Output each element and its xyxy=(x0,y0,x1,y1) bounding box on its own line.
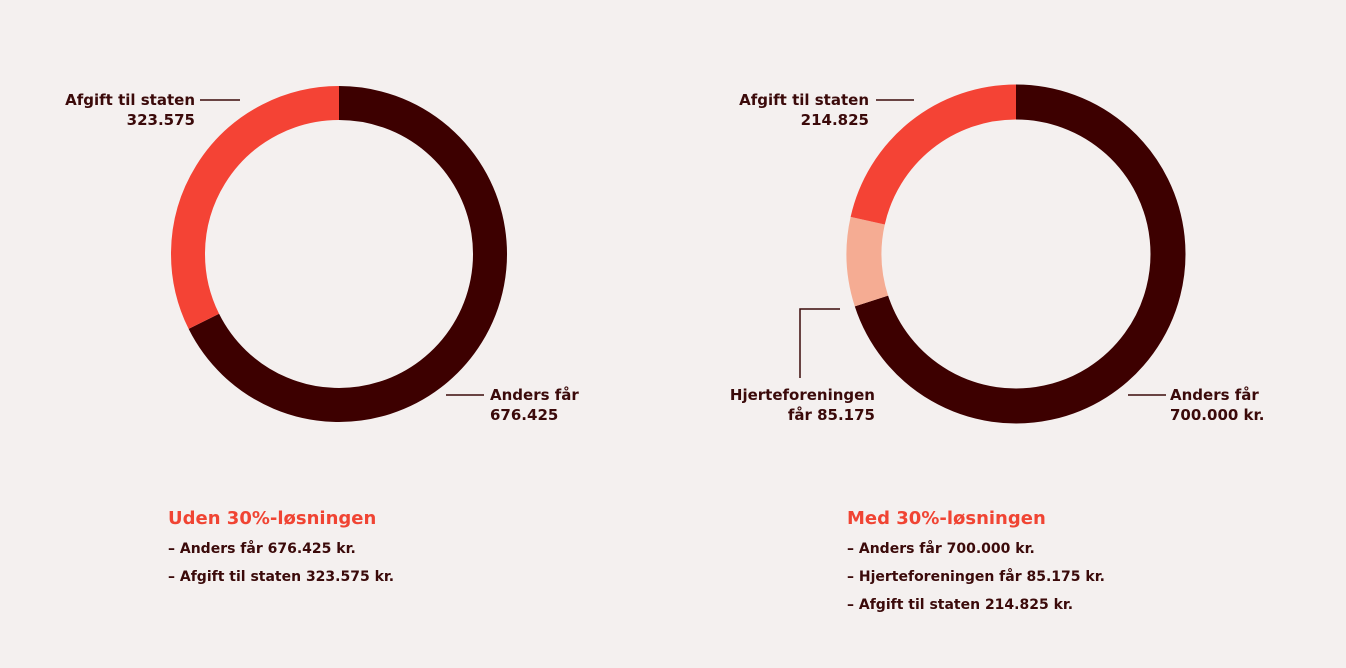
summary-uden: Uden 30%-løsningen – Anders får 676.425 … xyxy=(168,507,394,595)
label-left-staten: Afgift til staten 323.575 xyxy=(65,90,195,130)
donut-slice-med-0 xyxy=(854,84,1186,424)
label-left-anders: Anders får 676.425 xyxy=(490,385,579,425)
donut-chart-uden xyxy=(171,86,507,422)
donut-slice-uden-0 xyxy=(188,86,507,422)
label-right-hjerte-value: får 85.175 xyxy=(787,406,875,424)
summary-med: Med 30%-løsningen – Anders får 700.000 k… xyxy=(847,507,1105,623)
label-right-hjerte-name: Hjerteforeningen xyxy=(729,386,875,404)
label-left-staten-value: 323.575 xyxy=(126,111,195,129)
donut-slice-uden-1 xyxy=(171,86,340,329)
summary-med-item: – Hjerteforeningen får 85.175 kr. xyxy=(847,569,1105,585)
label-right-staten: Afgift til staten 214.825 xyxy=(739,90,869,130)
label-right-anders-value: 700.000 kr. xyxy=(1170,406,1265,424)
summary-uden-item: – Afgift til staten 323.575 kr. xyxy=(168,569,395,585)
leader-line-right-hjerte xyxy=(799,308,840,378)
summary-med-item: – Anders får 700.000 kr. xyxy=(847,541,1035,557)
summary-med-item: – Afgift til staten 214.825 kr. xyxy=(847,597,1074,613)
label-left-anders-value: 676.425 xyxy=(490,406,559,424)
label-right-staten-value: 214.825 xyxy=(800,111,869,129)
label-right-anders: Anders får 700.000 kr. xyxy=(1170,385,1264,425)
label-left-staten-name: Afgift til staten xyxy=(65,91,195,109)
label-right-staten-name: Afgift til staten xyxy=(739,91,869,109)
donut-chart-med xyxy=(846,84,1186,424)
label-left-anders-name: Anders får xyxy=(490,386,579,404)
label-right-hjerte: Hjerteforeningen får 85.175 xyxy=(730,385,875,425)
donut-slice-med-1 xyxy=(846,216,889,307)
summary-uden-heading: Uden 30%-løsningen xyxy=(168,508,377,529)
donut-slice-med-2 xyxy=(850,84,1017,225)
label-right-anders-name: Anders får xyxy=(1170,386,1259,404)
summary-uden-item: – Anders får 676.425 kr. xyxy=(168,541,356,557)
summary-med-heading: Med 30%-løsningen xyxy=(847,508,1046,529)
